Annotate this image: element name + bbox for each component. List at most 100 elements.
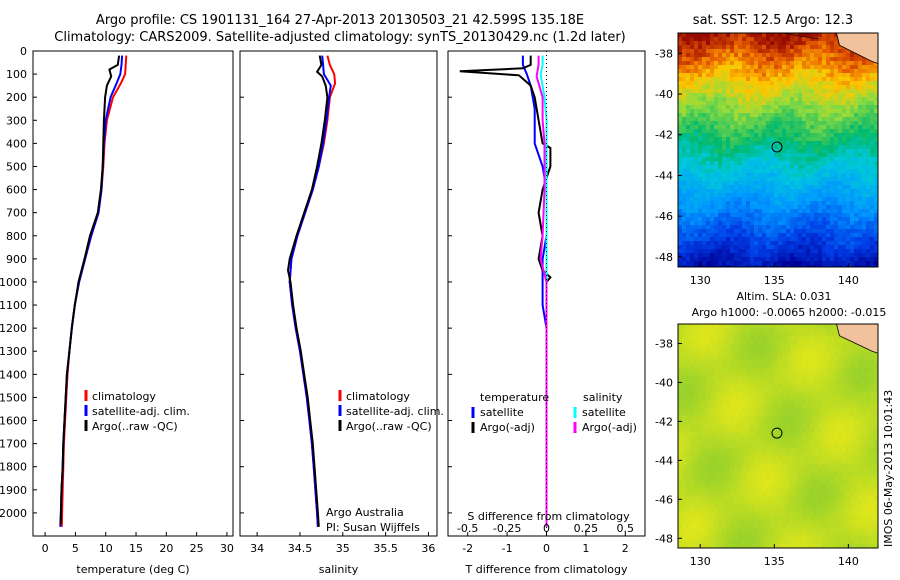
map-cell xyxy=(706,348,710,352)
map-cell xyxy=(834,261,838,265)
map-cell xyxy=(746,380,750,384)
map-cell xyxy=(762,432,766,436)
map-cell xyxy=(754,416,758,420)
map-cell xyxy=(814,384,818,388)
map-cell xyxy=(690,45,694,49)
map-cell xyxy=(714,205,718,209)
map-cell xyxy=(766,237,770,241)
map-cell xyxy=(822,77,826,81)
map-cell xyxy=(822,237,826,241)
map-cell xyxy=(730,65,734,69)
map-cell xyxy=(858,129,862,133)
map-cell xyxy=(682,428,686,432)
map-cell xyxy=(766,456,770,460)
map-cell xyxy=(734,261,738,265)
map-cell xyxy=(782,396,786,400)
map-cell xyxy=(810,416,814,420)
map-cell xyxy=(818,149,822,153)
map-cell xyxy=(710,125,714,129)
map-cell xyxy=(734,432,738,436)
map-cell xyxy=(874,400,878,404)
map-cell xyxy=(818,233,822,237)
map-cell xyxy=(734,61,738,65)
map-cell xyxy=(690,432,694,436)
map-cell xyxy=(714,149,718,153)
map-cell xyxy=(870,352,874,356)
map-cell xyxy=(766,57,770,61)
map-cell xyxy=(698,101,702,105)
map-cell xyxy=(750,153,754,157)
map-cell xyxy=(702,328,706,332)
map-cell xyxy=(782,93,786,97)
map-cell xyxy=(698,456,702,460)
map-cell xyxy=(750,420,754,424)
map-cell xyxy=(698,161,702,165)
map-cell xyxy=(678,332,682,336)
map-cell xyxy=(682,105,686,109)
map-cell xyxy=(822,253,826,257)
map-cell xyxy=(834,468,838,472)
map-cell xyxy=(686,85,690,89)
map-cell xyxy=(682,352,686,356)
map-cell xyxy=(718,41,722,45)
map-cell xyxy=(822,177,826,181)
map-cell xyxy=(838,185,842,189)
map-cell xyxy=(734,233,738,237)
map-cell xyxy=(734,73,738,77)
map-cell xyxy=(718,420,722,424)
map-cell xyxy=(830,241,834,245)
map-cell xyxy=(794,109,798,113)
map-cell xyxy=(806,165,810,169)
map-cell xyxy=(738,344,742,348)
map-cell xyxy=(686,189,690,193)
map-cell xyxy=(842,149,846,153)
map-cell xyxy=(794,45,798,49)
map-cell xyxy=(798,121,802,125)
map-cell xyxy=(742,209,746,213)
map-cell xyxy=(690,456,694,460)
map-cell xyxy=(726,137,730,141)
map-cell xyxy=(770,169,774,173)
map-cell xyxy=(730,360,734,364)
map-cell xyxy=(766,428,770,432)
map-cell xyxy=(766,249,770,253)
map-cell xyxy=(738,356,742,360)
map-cell xyxy=(682,117,686,121)
map-cell xyxy=(718,396,722,400)
map-cell xyxy=(866,261,870,265)
map-cell xyxy=(726,380,730,384)
map-cell xyxy=(814,368,818,372)
map-cell xyxy=(754,109,758,113)
map-cell xyxy=(702,153,706,157)
map-cell xyxy=(818,424,822,428)
map-cell xyxy=(846,177,850,181)
map-cell xyxy=(798,153,802,157)
map-cell xyxy=(690,396,694,400)
map-cell xyxy=(854,69,858,73)
map-cell xyxy=(794,157,798,161)
map-cell xyxy=(770,241,774,245)
map-cell xyxy=(826,37,830,41)
map-cell xyxy=(810,428,814,432)
map-cell xyxy=(782,165,786,169)
map-cell xyxy=(798,185,802,189)
map-cell xyxy=(758,129,762,133)
map-cell xyxy=(742,448,746,452)
map-cell xyxy=(746,129,750,133)
map-cell xyxy=(698,165,702,169)
map-cell xyxy=(698,404,702,408)
map-cell xyxy=(790,408,794,412)
map-cell xyxy=(742,161,746,165)
map-cell xyxy=(822,81,826,85)
map-cell xyxy=(734,460,738,464)
map-cell xyxy=(690,253,694,257)
map-cell xyxy=(730,73,734,77)
map-cell xyxy=(814,97,818,101)
map-cell xyxy=(722,149,726,153)
map-cell xyxy=(690,364,694,368)
map-cell xyxy=(866,253,870,257)
map-cell xyxy=(686,213,690,217)
map-cell xyxy=(782,173,786,177)
map-cell xyxy=(758,169,762,173)
map-cell xyxy=(762,185,766,189)
